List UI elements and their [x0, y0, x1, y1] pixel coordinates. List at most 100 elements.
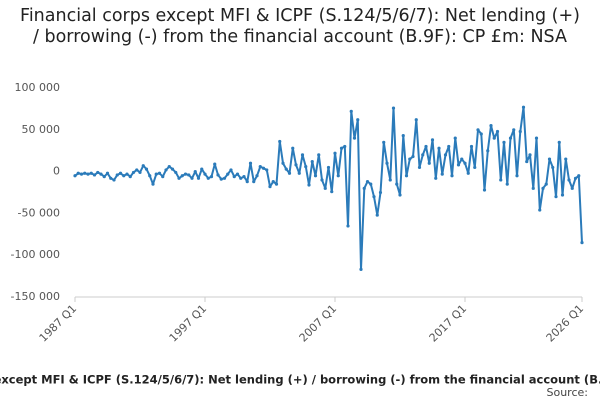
- data-point: [388, 178, 392, 182]
- data-point: [258, 164, 262, 169]
- data-point: [281, 161, 285, 165]
- data-point: [164, 168, 168, 172]
- data-point: [248, 161, 253, 165]
- data-point: [167, 164, 171, 169]
- data-point: [323, 186, 327, 190]
- data-point: [245, 180, 249, 184]
- data-point: [135, 168, 139, 172]
- data-point: [385, 161, 389, 165]
- data-point: [573, 176, 578, 180]
- data-point: [196, 176, 201, 180]
- data-point: [141, 164, 145, 168]
- data-point: [538, 208, 542, 212]
- data-point: [232, 175, 236, 179]
- data-point: [177, 176, 181, 180]
- data-point: [430, 138, 435, 142]
- data-point: [131, 170, 136, 175]
- data-point: [564, 157, 568, 161]
- data-point: [463, 161, 467, 165]
- data-point: [310, 159, 314, 164]
- legend-label: Financial corps except MFI & ICPF (S.124…: [0, 373, 600, 387]
- data-point: [356, 118, 360, 122]
- data-point: [336, 174, 340, 178]
- data-point: [320, 178, 324, 182]
- data-point: [229, 168, 233, 172]
- data-point: [460, 157, 464, 161]
- data-point: [161, 175, 165, 179]
- data-point: [434, 176, 438, 180]
- chart-title: Financial corps except MFI & ICPF (S.124…: [20, 6, 580, 47]
- data-point: [96, 170, 100, 175]
- data-point: [307, 183, 311, 187]
- x-tick-label: 1997 Q1: [167, 302, 210, 345]
- data-point: [148, 174, 152, 178]
- data-point: [287, 171, 292, 175]
- data-point: [424, 144, 428, 149]
- data-point: [362, 186, 366, 190]
- data-point: [421, 153, 425, 157]
- data-point: [411, 154, 415, 159]
- data-point: [300, 153, 305, 157]
- data-point: [92, 173, 97, 177]
- data-point: [274, 182, 279, 186]
- data-point: [252, 180, 256, 184]
- series-line: [74, 106, 583, 271]
- data-point: [268, 185, 272, 189]
- data-point: [313, 174, 318, 178]
- data-point: [414, 118, 418, 122]
- data-point: [326, 165, 331, 170]
- data-point: [382, 140, 386, 144]
- data-point: [151, 182, 155, 186]
- data-point: [239, 176, 243, 180]
- data-point: [222, 176, 227, 180]
- data-point: [365, 180, 370, 184]
- data-point: [200, 167, 204, 171]
- data-point: [417, 165, 422, 170]
- data-point: [174, 170, 178, 175]
- data-point: [76, 171, 80, 175]
- data-point: [193, 170, 197, 174]
- data-point: [508, 136, 513, 140]
- data-point: [482, 188, 487, 192]
- data-point: [284, 167, 288, 171]
- y-tick-label: 100 000: [15, 81, 61, 94]
- data-point: [242, 175, 246, 179]
- data-point: [375, 213, 379, 217]
- data-point: [476, 128, 480, 132]
- data-point: [73, 174, 77, 178]
- x-tick-label: 2017 Q1: [427, 302, 470, 345]
- data-point: [79, 172, 84, 176]
- data-point: [378, 190, 383, 195]
- data-point: [271, 180, 275, 184]
- data-point: [213, 162, 217, 166]
- data-point: [398, 193, 402, 197]
- data-point: [109, 176, 113, 180]
- data-point: [89, 171, 93, 175]
- data-point: [115, 173, 119, 177]
- data-point: [404, 174, 409, 178]
- x-tick-label: 2026 Q1: [544, 302, 587, 345]
- data-point: [206, 176, 210, 180]
- y-tick-label: -100 000: [11, 248, 60, 261]
- data-point: [170, 167, 175, 171]
- data-point: [495, 129, 500, 134]
- data-point: [577, 174, 581, 178]
- data-point: [395, 182, 399, 186]
- data-point: [560, 193, 565, 197]
- data-point: [456, 163, 461, 167]
- data-point: [183, 172, 188, 176]
- data-point: [125, 172, 129, 176]
- data-point: [453, 136, 457, 140]
- data-point: [346, 224, 350, 228]
- data-point: [122, 174, 126, 178]
- data-point: [369, 182, 373, 186]
- data-point: [187, 173, 191, 177]
- data-point: [330, 190, 334, 194]
- data-point: [443, 153, 448, 157]
- data-point: [226, 172, 230, 176]
- data-point: [343, 144, 347, 149]
- data-point: [317, 153, 321, 157]
- data-point: [190, 176, 194, 180]
- data-point: [219, 177, 223, 181]
- x-tick-label: 1987 Q1: [37, 302, 80, 345]
